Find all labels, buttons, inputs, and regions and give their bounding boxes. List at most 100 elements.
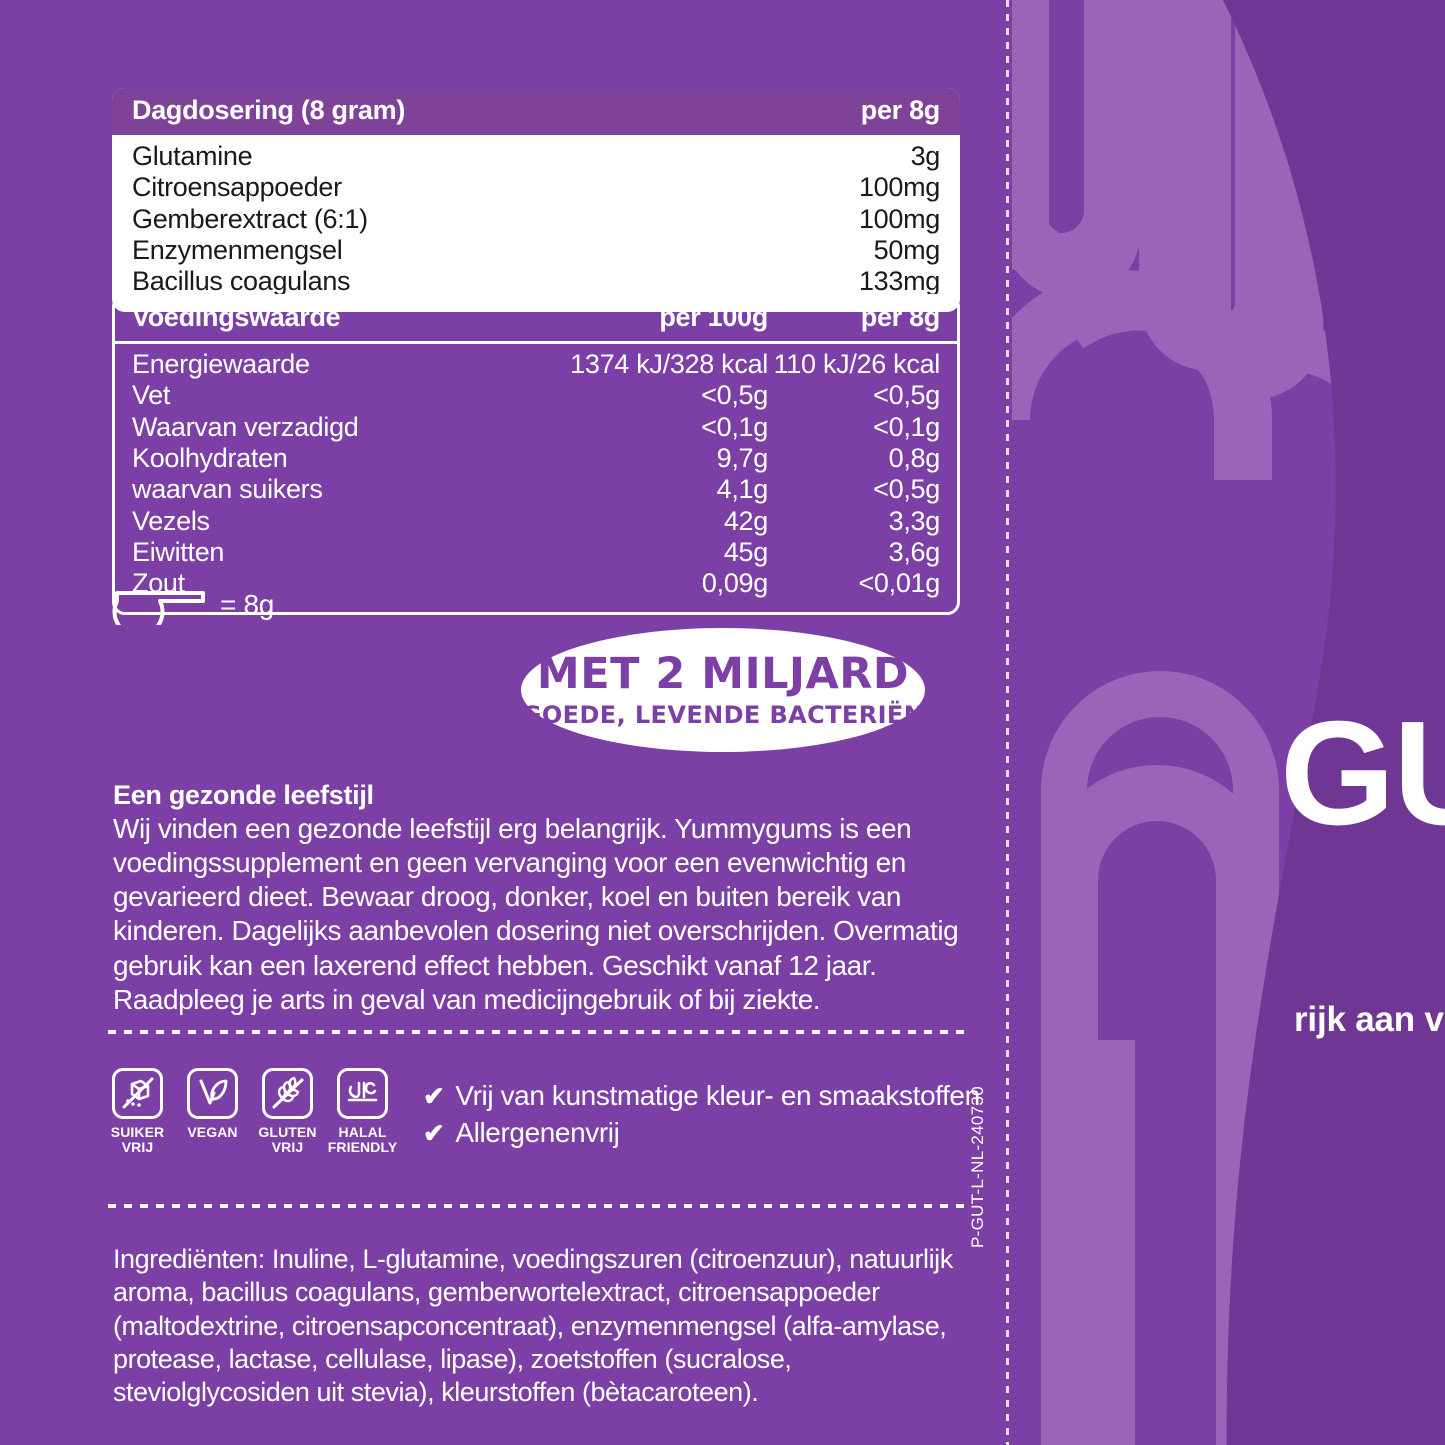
ingredients-text: Ingrediënten: Inuline, L-glutamine, voed…: [113, 1244, 953, 1408]
nutrition-row: Zout 0,09g <0,01g: [132, 568, 940, 599]
nutrition-row-per-8g: <0,5g: [873, 474, 940, 505]
nutrition-row-per-8g: 3,6g: [888, 536, 941, 567]
divider-top: [108, 1030, 966, 1034]
scoop-equals-label: = 8g: [220, 589, 275, 620]
certification-badges: SUIKER VRIJ VEGAN: [110, 1068, 397, 1155]
nutrition-row: waarvan suikers 4,1g <0,5g: [132, 474, 940, 505]
dosage-table: Dagdosering (8 gram) per 8g Glutamine 3g C…: [112, 88, 960, 312]
nutrition-row-per-100g: 0,09g: [701, 568, 768, 599]
nutrition-table-header: Voedingswaarde per 100g per 8g: [115, 297, 957, 344]
nutrition-row-per-100g: 42g: [723, 505, 768, 536]
nutrition-row-name: Energiewaarde: [132, 349, 310, 379]
nutrition-row-name: Eiwitten: [132, 536, 225, 567]
claim-item: ✔ Vrij van kunstmatige kleur- en smaaksto…: [423, 1078, 980, 1115]
dosage-table-title: Dagdosering (8 gram): [132, 95, 406, 125]
nutrition-row-per-100g: 4,1g: [716, 474, 769, 505]
front-panel-artwork: GU rijk aan v: [1012, 0, 1445, 1445]
nutrition-row-per-8g: <0,01g: [858, 568, 940, 599]
badge-headline: MET 2 MILJARD: [536, 649, 910, 699]
wheat-crossed-out-icon: [272, 1076, 304, 1109]
dosage-row-value: 50mg: [873, 234, 941, 265]
cert-gluten-free-box: [262, 1068, 313, 1119]
nutrition-row-name: Vezels: [132, 505, 210, 536]
nutrition-row-name: Koolhydraten: [132, 442, 288, 473]
cert-vegan: VEGAN: [187, 1068, 238, 1154]
nutrition-row-per-8g: 0,8g: [888, 442, 941, 473]
dosage-row-value: 100mg: [858, 203, 940, 234]
nutrition-col-per-100g: per 100g: [659, 302, 768, 332]
dosage-row: Gemberextract (6:1) 100mg: [132, 204, 940, 235]
dosage-row-name: Enzymenmengsel: [132, 234, 343, 265]
nutrition-row-per-100g: 1374 kJ/328 kcal: [570, 349, 768, 379]
claim-text: Allergenenvrij: [455, 1116, 620, 1148]
lifestyle-body: Wij vinden een gezonde leefstijl erg bel…: [113, 813, 959, 1015]
claim-item: ✔ Allergenenvrij: [423, 1115, 980, 1152]
nutrition-row-per-100g: 45g: [723, 536, 768, 567]
dosage-row-name: Citroensappoeder: [132, 172, 342, 203]
nutrition-row-name: Waarvan verzadigd: [132, 411, 359, 442]
nutrition-row-per-8g: 110 kJ/26 kcal: [773, 349, 941, 379]
vegan-leaf-icon: [199, 1079, 228, 1105]
cert-vegan-label: VEGAN: [187, 1124, 238, 1140]
measuring-scoop-icon: [112, 591, 205, 625]
nutrition-row: Koolhydraten 9,7g 0,8g: [132, 443, 940, 474]
cert-gluten-free-label: GLUTEN VRIJ: [258, 1124, 317, 1155]
dosage-row: Bacillus coagulans 133mg: [132, 266, 940, 297]
cert-sugar-free-label: SUIKER VRIJ: [110, 1124, 165, 1155]
nutrition-table-body: Energiewaarde 1374 kJ/328 kcal 110 kJ/26 k…: [115, 344, 957, 612]
divider-bottom: [108, 1204, 966, 1208]
nutrition-row: Eiwitten 45g 3,6g: [132, 537, 940, 568]
nutrition-row-name: Vet: [132, 380, 171, 411]
probiotic-count-badge: MET 2 MILJARD GOEDE, LEVENDE BACTERIËN: [521, 628, 925, 752]
cert-halal: HALAL FRIENDLY: [328, 1068, 397, 1154]
nutrition-row: Vet <0,5g <0,5g: [132, 380, 940, 411]
badge-subline: GOEDE, LEVENDE BACTERIËN: [521, 701, 925, 729]
nutrition-row-per-100g: <0,1g: [701, 411, 768, 442]
checkmark-icon: ✔: [423, 1081, 445, 1111]
sugar-cube-crossed-out-icon: [122, 1077, 154, 1109]
perforation-fold-line: [1006, 0, 1009, 1445]
nutrition-col-per-8g: per 8g: [860, 302, 941, 332]
dosage-row-name: Glutamine: [132, 141, 253, 171]
nutrition-table-title: Voedingswaarde: [132, 302, 341, 332]
nutrition-row-per-8g: <0,1g: [873, 411, 940, 442]
dosage-row: Enzymenmengsel 50mg: [132, 235, 940, 266]
dosage-row: Citroensappoeder 100mg: [132, 172, 940, 203]
dosage-row-name: Bacillus coagulans: [132, 266, 351, 297]
dosage-row-name: Gemberextract (6:1): [132, 203, 368, 234]
nutrition-row: Waarvan verzadigd <0,1g <0,1g: [132, 412, 940, 443]
product-tagline: rijk aan v: [1294, 1000, 1444, 1039]
nutrition-row-per-8g: <0,5g: [873, 380, 940, 411]
cert-halal-box: [337, 1068, 388, 1119]
cert-gluten-free: GLUTEN VRIJ: [258, 1068, 316, 1154]
scoop-dosage-indicator: = 8g: [112, 585, 274, 625]
dosage-row-value: 100mg: [858, 172, 940, 203]
dark-blob-shape: [1222, 0, 1445, 1445]
product-claims: ✔ Vrij van kunstmatige kleur- en smaaksto…: [423, 1078, 980, 1152]
nutrition-row: Vezels 42g 3,3g: [132, 506, 940, 537]
cert-sugar-free: SUIKER VRIJ: [110, 1068, 165, 1155]
nutrition-row-per-100g: <0,5g: [701, 380, 768, 411]
dosage-row-value: 3g: [910, 141, 941, 171]
nutrition-row-per-100g: 9,7g: [716, 442, 769, 473]
product-name: GU: [1280, 691, 1445, 856]
dosage-row-value: 133mg: [858, 266, 940, 297]
intestine-squiggle-pattern: [1012, 0, 1445, 1445]
dosage-row: Glutamine 3g: [132, 141, 940, 172]
claim-text: Vrij van kunstmatige kleur- en smaakstof…: [455, 1080, 980, 1111]
nutrition-table: Voedingswaarde per 100g per 8g Energiewa…: [112, 294, 960, 615]
lifestyle-title: Een gezonde leefstijl: [113, 780, 374, 810]
lifestyle-section: Een gezonde leefstijl Wij vinden een gez…: [113, 780, 963, 1017]
cert-halal-label: HALAL FRIENDLY: [327, 1124, 398, 1155]
nutrition-row-name: waarvan suikers: [132, 474, 323, 505]
dosage-table-body: Glutamine 3g Citroensappoeder 100mg Gemberex…: [112, 135, 960, 312]
nutrition-row: Energiewaarde 1374 kJ/328 kcal 110 kJ/26 k…: [132, 349, 940, 380]
cert-vegan-box: [187, 1068, 238, 1119]
checkmark-icon: ✔: [423, 1117, 445, 1148]
dosage-table-col-per-8g: per 8g: [860, 95, 941, 125]
nutrition-row-per-8g: 3,3g: [888, 505, 941, 536]
cert-sugar-free-box: [112, 1068, 163, 1119]
halal-arabic-icon: [347, 1081, 378, 1102]
dosage-table-header: Dagdosering (8 gram) per 8g: [112, 88, 960, 135]
